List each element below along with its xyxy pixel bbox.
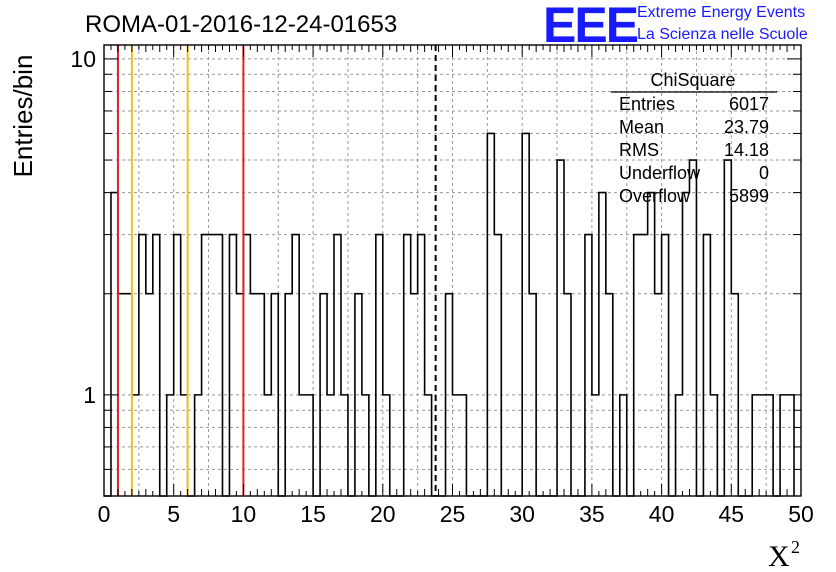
stats-label: Entries [619,94,675,114]
x-tick-label: 40 [649,501,675,527]
y-tick-label: 1 [83,382,96,408]
stats-value: 23.79 [724,117,769,137]
stats-value: 6017 [729,94,769,114]
x-tick-label: 25 [440,501,466,527]
stats-title: ChiSquare [650,70,735,90]
plot-frame [103,44,802,497]
stats-label: Overflow [619,186,691,206]
axis-ticks [103,45,802,496]
logo-mark: EEE [543,0,638,53]
chart-title: ROMA-01-2016-12-24-01653 [85,11,397,38]
x-axis-label-main: X [768,540,790,572]
stats-label: Mean [619,117,664,137]
stats-value: 5899 [729,186,769,206]
stats-value: 14.18 [724,140,769,160]
x-tick-label: 30 [509,501,535,527]
tick-labels: 0 5 10 15 20 25 30 35 40 45 50 1 10 [70,46,813,527]
logo-line1: Extreme Energy Events [637,4,805,21]
x-tick-label: 15 [300,501,326,527]
y-tick-label: 10 [70,46,96,72]
reference-lines [116,45,437,496]
stats-value: 0 [759,163,769,183]
x-axis-label: X 2 [768,537,800,572]
histogram-outline [104,132,795,497]
x-tick-label: 20 [370,501,396,527]
histogram-bins [104,132,795,497]
x-tick-label: 50 [788,501,814,527]
stats-box: ChiSquare Entries 6017 Mean 23.79 RMS 14.18 Un… [611,70,777,206]
x-tick-label: 35 [579,501,605,527]
eee-logo: EEE Extreme Energy Events La Scienza nel… [543,0,808,53]
x-tick-label: 0 [98,501,111,527]
x-tick-label: 10 [231,501,257,527]
x-axis-label-superscript: 2 [791,537,800,557]
x-tick-label: 5 [167,501,180,527]
y-axis-label: Entries/bin [8,55,38,178]
logo-line2: La Scienza nelle Scuole [637,26,808,43]
x-tick-label: 45 [719,501,745,527]
stats-label: RMS [619,140,659,160]
stats-label: Underflow [619,163,701,183]
